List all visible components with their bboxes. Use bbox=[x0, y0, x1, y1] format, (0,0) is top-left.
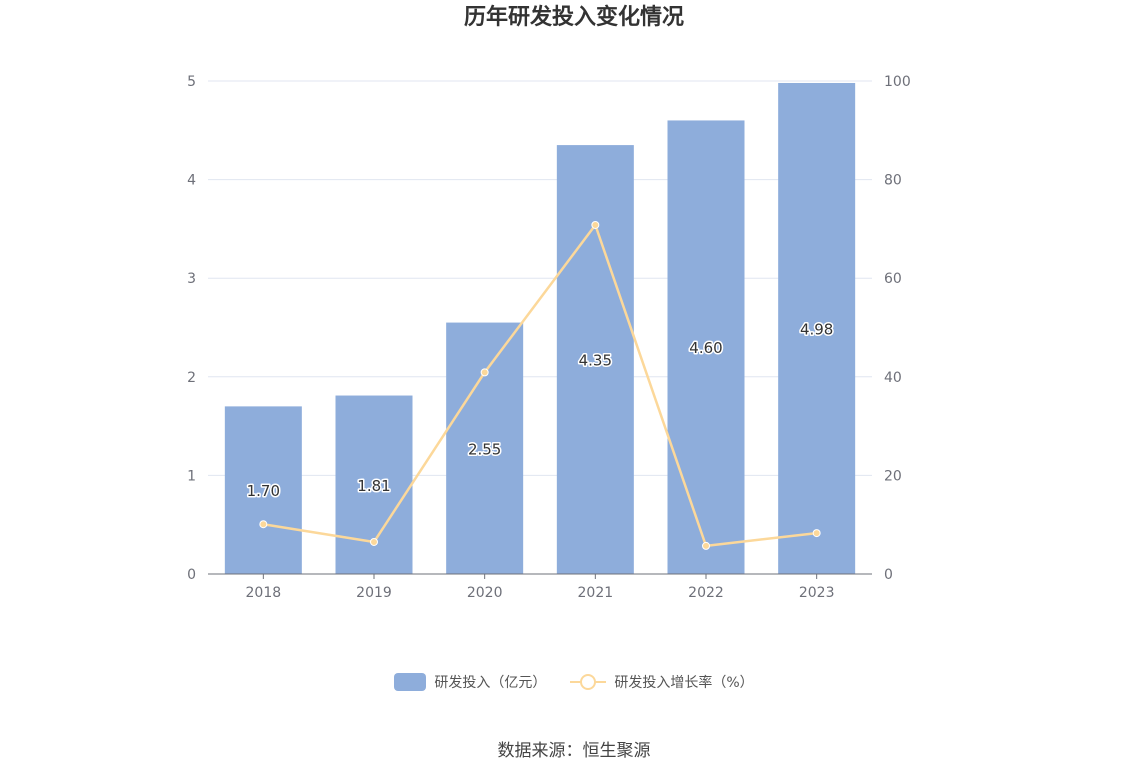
legend-label-growth-rate: 研发投入增长率（%） bbox=[614, 675, 754, 691]
legend-line-swatch bbox=[570, 673, 607, 691]
x-tick-label: 2018 bbox=[246, 585, 282, 601]
bar-2020 bbox=[446, 322, 524, 574]
y-right-tick-label: 40 bbox=[884, 370, 902, 386]
x-tick-label: 2021 bbox=[578, 585, 614, 601]
bar-data-label: 4.35 bbox=[579, 352, 612, 370]
y-right-tick-label: 20 bbox=[884, 468, 902, 484]
x-tick-label: 2019 bbox=[356, 585, 392, 601]
bar-data-label: 1.70 bbox=[247, 482, 280, 500]
growth-rate-point-2023 bbox=[812, 529, 821, 538]
growth-rate-point-2018 bbox=[259, 520, 268, 529]
y-right-tick-label: 0 bbox=[884, 567, 893, 583]
legend: 研发投入（亿元） 研发投入增长率（%） bbox=[0, 672, 1148, 692]
bar-data-label: 2.55 bbox=[468, 440, 501, 458]
chart-plot: 0 1 2 3 4 5 0 20 40 60 80 100 2018 2019 2020 2021 2022 20… bbox=[187, 74, 911, 601]
legend-item-growth-rate[interactable]: 研发投入增长率（%） bbox=[570, 672, 754, 692]
legend-label-rd-investment: 研发投入（亿元） bbox=[434, 675, 547, 691]
data-source: 数据来源：恒生聚源 bbox=[497, 741, 651, 761]
bar-2018 bbox=[224, 406, 302, 574]
bar-data-label: 4.98 bbox=[800, 320, 833, 338]
x-tick-label: 2022 bbox=[688, 585, 724, 601]
bar-2022 bbox=[667, 120, 745, 574]
y-right-tick-label: 100 bbox=[884, 74, 911, 90]
growth-rate-point-2020 bbox=[480, 368, 489, 377]
chart-title: 历年研发投入变化情况 bbox=[463, 5, 684, 30]
legend-item-rd-investment[interactable]: 研发投入（亿元） bbox=[394, 672, 546, 692]
legend-bar-swatch bbox=[394, 673, 427, 691]
y-left-tick-label: 4 bbox=[187, 173, 196, 189]
y-left-tick-label: 2 bbox=[187, 370, 196, 386]
y-left-tick-label: 5 bbox=[187, 74, 196, 90]
growth-rate-point-2021 bbox=[591, 220, 600, 229]
x-tick-label: 2020 bbox=[467, 585, 503, 601]
y-left-tick-label: 0 bbox=[187, 567, 196, 583]
growth-rate-line bbox=[263, 222, 817, 548]
y-right-tick-label: 60 bbox=[884, 271, 902, 287]
bar-2021 bbox=[556, 145, 634, 574]
y-right-tick-label: 80 bbox=[884, 173, 902, 189]
bar-2023 bbox=[778, 82, 856, 575]
growth-rate-point-2022 bbox=[702, 541, 710, 550]
bar-data-label: 4.60 bbox=[689, 339, 722, 357]
y-left-tick-label: 1 bbox=[187, 468, 196, 484]
bar-data-label: 1.81 bbox=[357, 477, 390, 495]
y-left-tick-label: 3 bbox=[187, 271, 196, 287]
growth-rate-point-2019 bbox=[370, 537, 378, 546]
x-tick-label: 2023 bbox=[799, 585, 835, 601]
